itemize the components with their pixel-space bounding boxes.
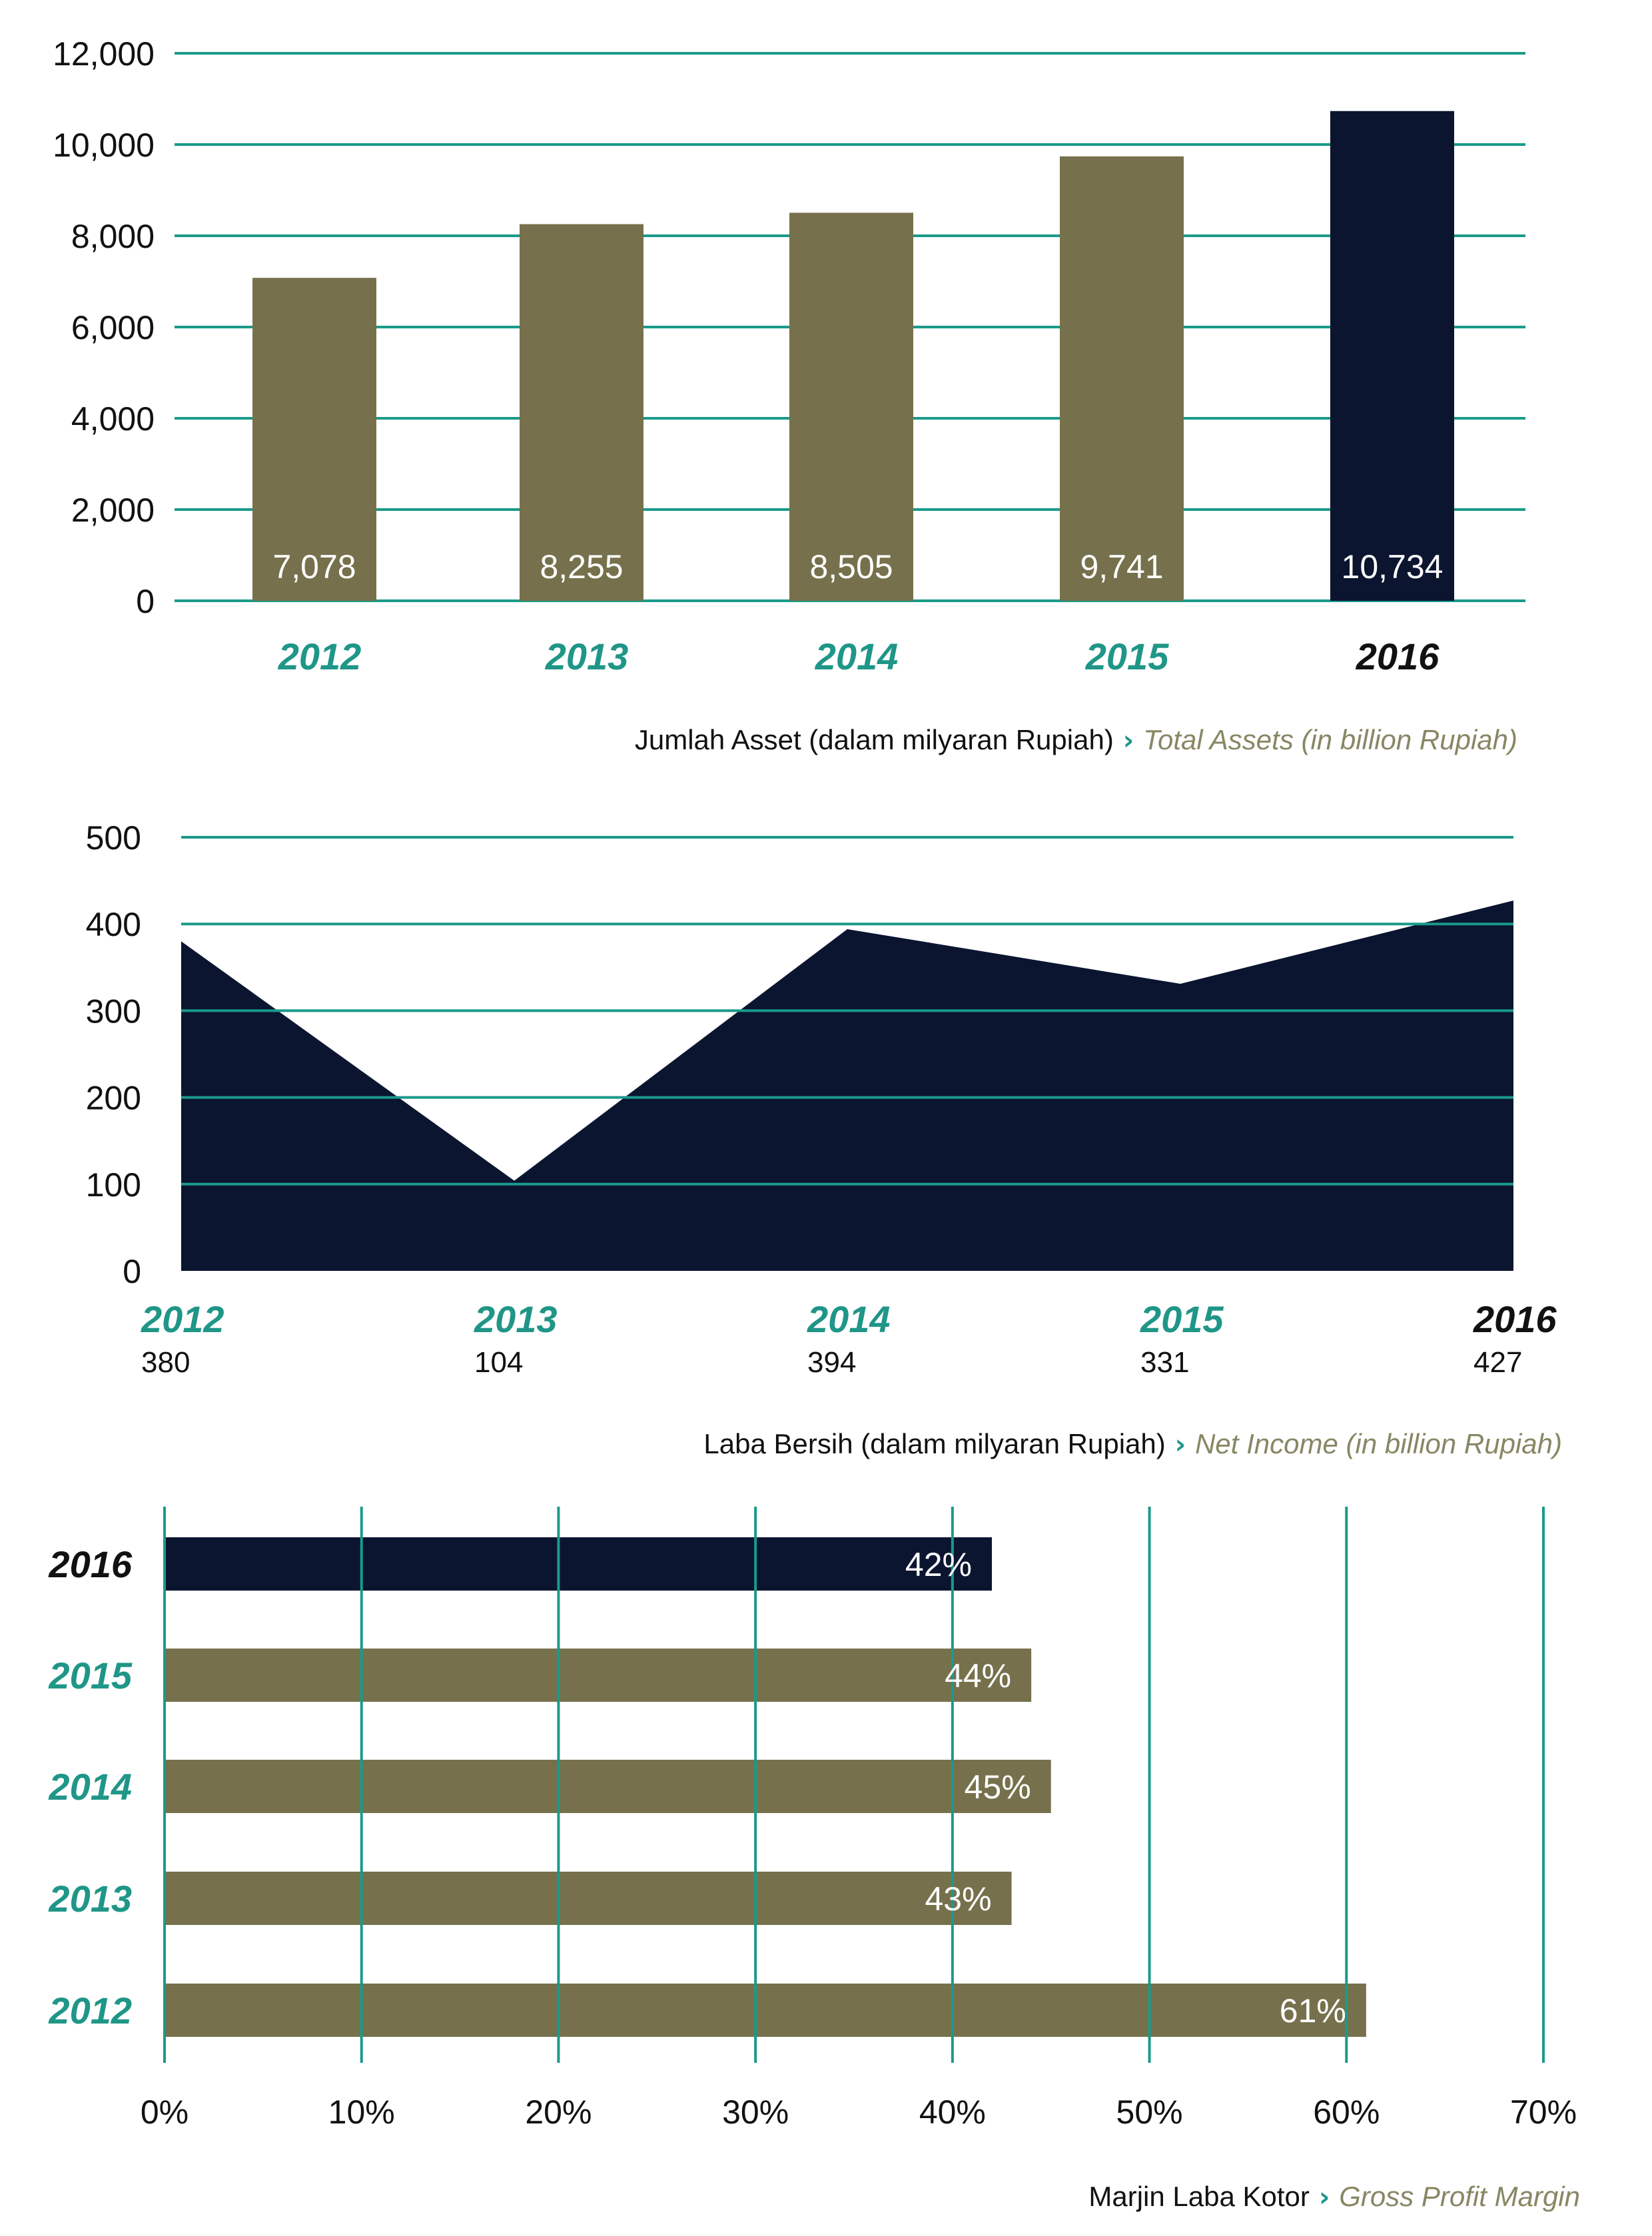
x-tick-label: 2012 (141, 1298, 224, 1340)
x-tick-label: 40% (919, 2093, 986, 2131)
bar (165, 1984, 1366, 2037)
y-tick-label: 500 (86, 819, 141, 857)
x-tick-label: 2016 (1473, 1298, 1557, 1340)
bar-value-label: 42% (905, 1546, 972, 1583)
y-tick-label: 8,000 (71, 218, 155, 255)
bar (1330, 111, 1454, 601)
x-tick-label: 2013 (545, 635, 629, 677)
gross-profit-margin-caption-english: Gross Profit Margin (1339, 2181, 1580, 2212)
y-tick-label: 2012 (48, 1990, 132, 2032)
gross-profit-margin-caption: Marjin Laba Kotor › Gross Profit Margin (1088, 2181, 1580, 2213)
bar (165, 1537, 992, 1591)
y-tick-label: 12,000 (53, 35, 155, 73)
total-assets-chart: 0 2,000 4,000 6,000 8,000 10,000 12,000 7,078 20… (53, 35, 1525, 756)
data-value-label: 427 (1473, 1346, 1522, 1379)
bar-value-label: 9,741 (1080, 548, 1163, 585)
y-tick-label: 300 (86, 992, 141, 1030)
y-tick-label: 0 (136, 583, 155, 620)
net-income-caption-main: Laba Bersih (dalam milyaran Rupiah) (703, 1428, 1165, 1459)
x-tick-label: 0% (141, 2093, 189, 2131)
y-tick-label: 2015 (48, 1655, 132, 1696)
x-tick-label: 50% (1116, 2093, 1183, 2131)
gross-profit-margin-chart: 0% 10% 20% 30% 40% 50% 60% 70% 42% 2016 44% 2015 45%… (48, 1507, 1580, 2213)
net-income-caption: Laba Bersih (dalam milyaran Rupiah) › Ne… (703, 1428, 1562, 1460)
x-tick-label: 2014 (815, 635, 899, 677)
y-tick-label: 2016 (48, 1543, 132, 1585)
net-income-chart: 0 100 200 300 400 500 2012 380 2013 104 2014 394 201… (86, 819, 1562, 1460)
gross-profit-margin-caption-main: Marjin Laba Kotor (1088, 2181, 1310, 2212)
y-tick-label: 4,000 (71, 400, 155, 438)
y-tick-label: 200 (86, 1080, 141, 1117)
bar (789, 212, 913, 601)
y-tick-label: 2014 (48, 1766, 132, 1808)
bar-value-label: 8,505 (809, 548, 893, 585)
x-tick-label: 2013 (474, 1298, 558, 1340)
y-tick-label: 400 (86, 906, 141, 943)
bar (165, 1872, 1012, 1925)
x-tick-label: 2014 (807, 1298, 891, 1340)
x-tick-label: 2015 (1085, 635, 1169, 677)
x-tick-label: 10% (328, 2093, 395, 2131)
bar (252, 278, 376, 601)
data-value-label: 380 (141, 1346, 190, 1379)
y-tick-label: 0 (123, 1253, 141, 1290)
x-tick-label: 2016 (1356, 635, 1440, 677)
bar-value-label: 44% (945, 1657, 1011, 1694)
net-income-caption-english: Net Income (in billion Rupiah) (1195, 1428, 1562, 1459)
data-value-label: 394 (807, 1346, 856, 1379)
x-tick-label: 20% (525, 2093, 592, 2131)
bar-value-label: 61% (1280, 1992, 1346, 2030)
net-income-area (181, 901, 1513, 1271)
y-tick-label: 6,000 (71, 309, 155, 346)
bar (165, 1649, 1032, 1702)
x-tick-label: 30% (722, 2093, 789, 2131)
y-tick-label: 2013 (48, 1878, 132, 1920)
total-assets-caption-main: Jumlah Asset (dalam milyaran Rupiah) (635, 724, 1114, 755)
y-tick-label: 100 (86, 1166, 141, 1204)
net-income-caption-separator-icon: › (1166, 1429, 1195, 1460)
bar (520, 224, 643, 601)
data-value-label: 331 (1140, 1346, 1189, 1379)
bar-value-label: 43% (925, 1880, 991, 1918)
y-tick-label: 2,000 (71, 492, 155, 529)
y-tick-label: 10,000 (53, 127, 155, 164)
bar (1060, 156, 1184, 601)
data-value-label: 104 (474, 1346, 523, 1379)
x-tick-label: 60% (1313, 2093, 1380, 2131)
bar-value-label: 10,734 (1342, 548, 1444, 585)
bar-value-label: 45% (965, 1768, 1031, 1806)
total-assets-caption-separator-icon: › (1114, 725, 1143, 756)
bar-value-label: 8,255 (540, 548, 623, 585)
x-tick-label: 2012 (278, 635, 362, 677)
total-assets-caption-english: Total Assets (in billion Rupiah) (1143, 724, 1517, 755)
bar-value-label: 7,078 (272, 548, 356, 585)
gross-profit-margin-caption-separator-icon: › (1310, 2182, 1339, 2213)
x-tick-label: 70% (1510, 2093, 1577, 2131)
x-tick-label: 2015 (1140, 1298, 1224, 1340)
total-assets-caption: Jumlah Asset (dalam milyaran Rupiah) › T… (635, 724, 1517, 756)
bar (165, 1760, 1051, 1813)
